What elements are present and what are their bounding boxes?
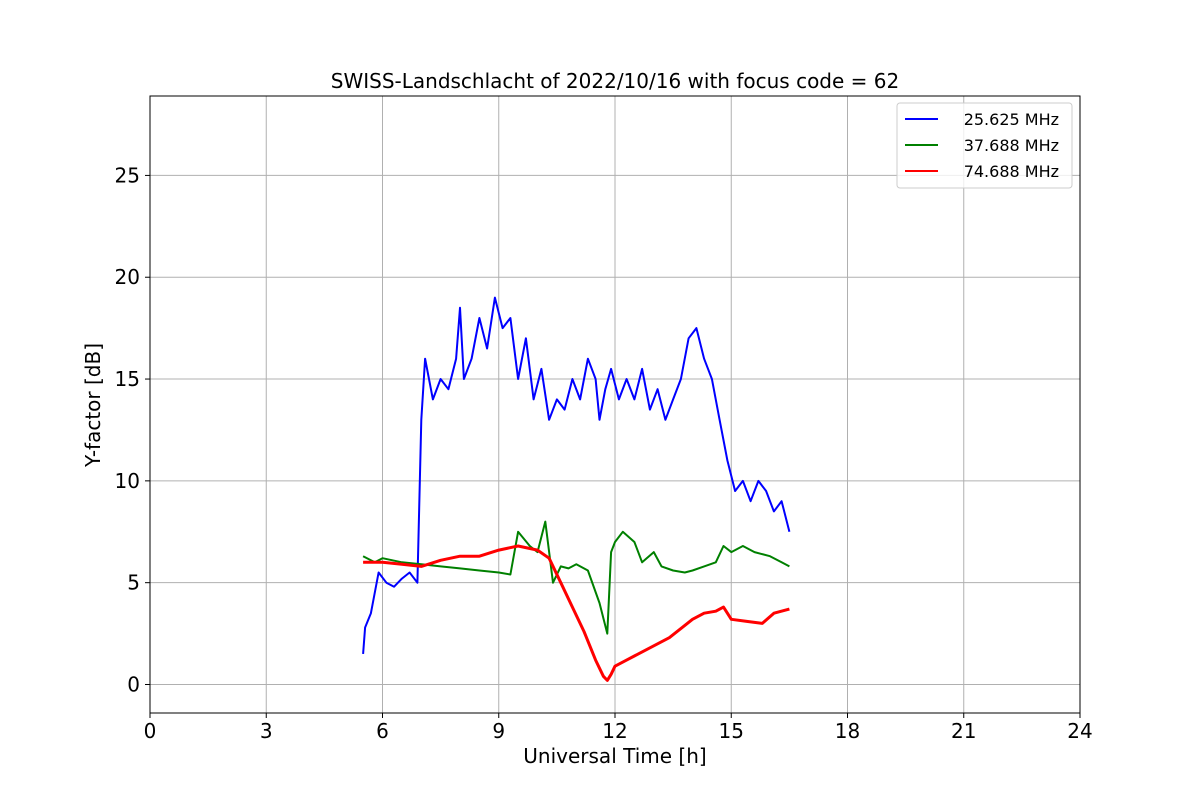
y-tick-label: 10 (115, 469, 140, 493)
chart-title: SWISS-Landschlacht of 2022/10/16 with fo… (331, 69, 899, 93)
series-line-1 (362, 296, 791, 654)
x-tick-label: 6 (376, 719, 389, 743)
x-tick-label: 24 (1067, 719, 1092, 743)
legend: 25.625 MHz 37.688 MHz 74.688 MHz (896, 102, 1073, 189)
x-tick-label: 9 (492, 719, 505, 743)
y-tick-label: 0 (127, 672, 140, 696)
y-axis-title: Y-factor [dB] (81, 343, 105, 468)
x-tick-label: 12 (602, 719, 627, 743)
legend-label: 25.625 MHz (964, 110, 1059, 129)
x-tick-label: 0 (144, 719, 157, 743)
series-lines (362, 296, 791, 682)
x-axis-title: Universal Time [h] (523, 744, 706, 768)
x-tick-label: 15 (719, 719, 744, 743)
legend-items: 25.625 MHz 37.688 MHz 74.688 MHz (905, 110, 1059, 181)
axis-ticks: 0 3 6 9 12 15 18 21 24 0 5 10 15 20 25 (115, 163, 1093, 743)
series-line-3 (363, 544, 790, 682)
legend-label: 37.688 MHz (964, 136, 1059, 155)
y-tick-label: 15 (115, 367, 140, 391)
grid (149, 96, 1081, 713)
y-tick-label: 5 (127, 571, 140, 595)
series-line-2 (362, 520, 790, 635)
y-tick-label: 20 (115, 265, 140, 289)
x-tick-label: 18 (835, 719, 860, 743)
legend-label: 74.688 MHz (964, 162, 1059, 181)
legend-box (896, 102, 1073, 189)
y-tick-label: 25 (115, 163, 140, 187)
x-tick-label: 3 (260, 719, 273, 743)
x-tick-label: 21 (951, 719, 976, 743)
